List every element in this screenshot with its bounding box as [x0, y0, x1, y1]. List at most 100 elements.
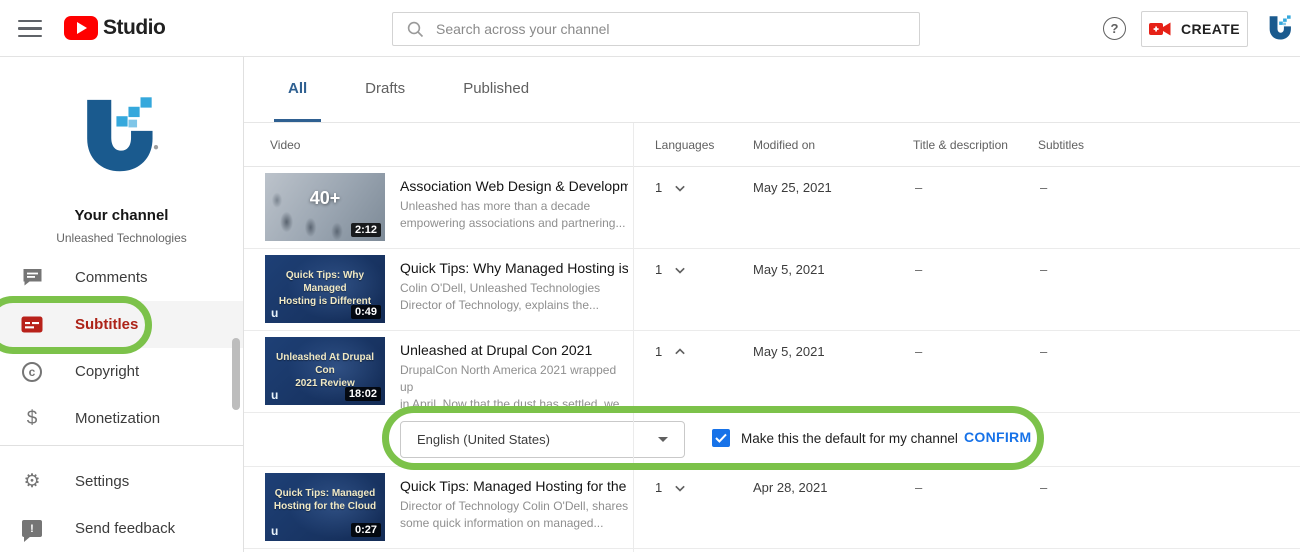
video-column-divider [633, 123, 634, 552]
video-description-line1: Colin O'Dell, Unleashed Technologies [400, 281, 601, 295]
languages-count: 1 [655, 262, 663, 277]
video-duration-badge: 18:02 [344, 387, 381, 401]
column-title-description: Title & description [913, 138, 1008, 152]
youtube-studio-logo[interactable]: Studio [64, 16, 166, 40]
video-description-line2: empowering associations and partnering..… [400, 216, 626, 230]
channel-search-bar[interactable] [392, 12, 920, 46]
table-row: Quick Tips: Managed Hosting for the Cloud… [244, 467, 1300, 549]
channel-logo[interactable] [76, 93, 162, 184]
subtitles-value: – [1040, 262, 1048, 277]
subtitles-value: – [1040, 480, 1048, 495]
video-thumbnail[interactable]: 40+ u 2:12 [265, 173, 385, 241]
thumbnail-channel-logo: u [271, 388, 279, 402]
sidebar-item-monetization[interactable]: $ Monetization [0, 395, 243, 442]
column-subtitles: Subtitles [1038, 138, 1085, 152]
video-thumbnail[interactable]: Unleashed At Drupal Con 2021 Review u 18:… [265, 337, 385, 405]
languages-count: 1 [655, 480, 663, 495]
account-avatar[interactable] [1266, 14, 1294, 42]
video-title[interactable]: Quick Tips: Managed Hosting for the Cl..… [400, 478, 628, 494]
title-description-value: – [915, 344, 923, 359]
your-channel-title: Your channel [74, 207, 169, 224]
language-select[interactable]: English (United States) [400, 421, 685, 458]
search-input[interactable] [436, 21, 919, 37]
video-description-line2: some quick information on managed... [400, 516, 604, 530]
sidebar-item-send-feedback[interactable]: ! Send feedback [0, 505, 243, 552]
tab-published[interactable]: Published [463, 79, 530, 97]
video-duration-badge: 2:12 [350, 223, 381, 237]
sidebar-footer-menu: ⚙ Settings ! Send feedback [0, 458, 243, 552]
modified-date: May 5, 2021 [753, 262, 825, 277]
video-description-line1: DrupalCon North America 2021 wrapped up [400, 363, 617, 394]
tabs-bar: All Drafts Published [244, 57, 1300, 123]
table-row: Unleashed At Drupal Con 2021 Review u 18:… [244, 331, 1300, 413]
sidebar-item-label: Subtitles [75, 316, 139, 333]
video-camera-plus-icon [1149, 22, 1171, 36]
confirm-button[interactable]: CONFIRM [964, 429, 1032, 445]
table-row: 40+ u 2:12 Association Web Design & Deve… [244, 167, 1300, 249]
sidebar-item-label: Settings [75, 473, 130, 490]
comment-icon [20, 268, 44, 287]
sidebar-item-label: Monetization [75, 410, 161, 427]
sidebar-item-copyright[interactable]: c Copyright [0, 348, 243, 395]
video-thumbnail[interactable]: Quick Tips: Managed Hosting for the Cloud… [265, 473, 385, 541]
thumbnail-caption-line1: Unleashed At Drupal Con [276, 352, 374, 376]
sidebar-item-label: Comments [75, 269, 148, 286]
unleashed-logo-icon [87, 97, 159, 172]
column-video: Video [270, 138, 301, 152]
modified-date: Apr 28, 2021 [753, 480, 828, 495]
video-description-line2: Director of Technology, explains the... [400, 298, 599, 312]
sidebar: Your channel Unleashed Technologies Comm… [0, 57, 244, 552]
feedback-icon: ! [20, 520, 44, 542]
video-duration-badge: 0:27 [350, 523, 381, 537]
default-checkbox[interactable] [712, 429, 730, 447]
channel-name: Unleashed Technologies [56, 231, 187, 245]
table-row: Quick Tips: Why Managed Hosting is Differ… [244, 249, 1300, 331]
video-title[interactable]: Unleashed at Drupal Con 2021 [400, 342, 593, 358]
video-description-line2: in April. Now that the dust has settled,… [400, 397, 630, 411]
create-button[interactable]: CREATE [1141, 11, 1248, 47]
tab-drafts[interactable]: Drafts [365, 79, 406, 97]
languages-count: 1 [655, 344, 663, 359]
select-caret-icon [658, 437, 668, 442]
copyright-icon: c [20, 361, 44, 382]
table-header: Video Languages Modified on Title & desc… [244, 123, 1300, 167]
hamburger-menu-icon[interactable] [18, 20, 42, 37]
sidebar-menu: Comments Subtitles c Copyright $ [0, 254, 243, 442]
video-description-line1: Unleashed has more than a decade [400, 199, 591, 213]
language-confirm-panel: English (United States) Make this the de… [244, 413, 1300, 467]
thumbnail-caption-line1: Quick Tips: Managed [274, 488, 376, 499]
thumbnail-channel-logo: u [271, 524, 279, 538]
studio-logo-text: Studio [103, 16, 166, 39]
sidebar-scrollbar[interactable] [232, 338, 240, 410]
thumbnail-caption-line1: Quick Tips: Why Managed [285, 270, 365, 294]
sidebar-divider [0, 445, 243, 446]
languages-chevron-icon[interactable] [670, 178, 690, 198]
sidebar-item-subtitles[interactable]: Subtitles [0, 301, 243, 348]
video-thumbnail[interactable]: Quick Tips: Why Managed Hosting is Differ… [265, 255, 385, 323]
subtitles-content: All Drafts Published Video Languages Mod… [244, 57, 1300, 552]
dollar-icon: $ [26, 407, 38, 429]
thumbnail-caption-line2: Hosting is Different [278, 296, 372, 307]
sidebar-item-comments[interactable]: Comments [0, 254, 243, 301]
subtitles-value: – [1040, 344, 1048, 359]
video-title[interactable]: Association Web Design & Development [400, 178, 628, 194]
title-description-value: – [915, 180, 923, 195]
languages-chevron-icon[interactable] [670, 260, 690, 280]
subtitles-value: – [1040, 180, 1048, 195]
title-description-value: – [915, 262, 923, 277]
thumbnail-caption-line2: Hosting for the Cloud [273, 501, 377, 512]
modified-date: May 25, 2021 [753, 180, 832, 195]
sidebar-item-settings[interactable]: ⚙ Settings [0, 458, 243, 505]
help-icon[interactable]: ? [1103, 17, 1126, 40]
thumbnail-overlay-text: 40+ [309, 188, 341, 208]
default-checkbox-label: Make this the default for my channel [741, 431, 958, 446]
languages-chevron-icon[interactable] [670, 478, 690, 498]
video-description-line1: Director of Technology Colin O'Dell, sha… [400, 499, 629, 513]
tab-all[interactable]: All [274, 57, 322, 122]
languages-chevron-icon[interactable] [670, 342, 690, 362]
checkmark-icon [715, 433, 727, 443]
video-duration-badge: 0:49 [350, 305, 381, 319]
language-select-value: English (United States) [417, 432, 550, 447]
column-modified-on: Modified on [753, 138, 816, 152]
video-title[interactable]: Quick Tips: Why Managed Hosting is Di... [400, 260, 628, 276]
